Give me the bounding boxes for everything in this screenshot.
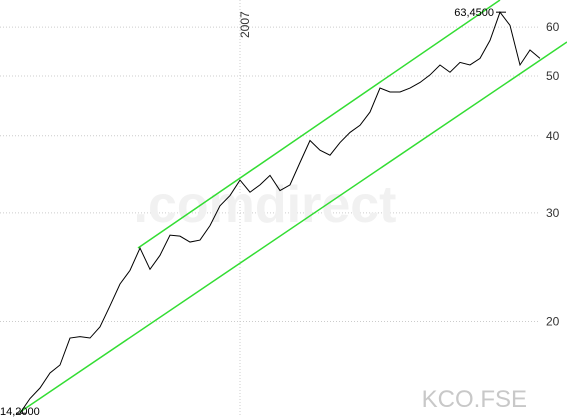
y-tick-label: 60: [546, 20, 560, 34]
x-tick-label: 2007: [238, 11, 252, 38]
value-label: 14,2000: [0, 406, 40, 417]
y-tick-label: 50: [546, 69, 560, 83]
y-tick-label: 30: [546, 206, 560, 220]
y-tick-label: 20: [546, 314, 560, 328]
price-line: [19, 11, 541, 414]
symbol: KCO.FSE: [422, 386, 527, 413]
channel-lower: [19, 41, 567, 413]
watermark: .comdirect: [134, 176, 397, 234]
y-tick-label: 40: [546, 129, 560, 143]
value-label: 63,4500: [454, 7, 494, 19]
channel-upper: [137, 0, 501, 249]
